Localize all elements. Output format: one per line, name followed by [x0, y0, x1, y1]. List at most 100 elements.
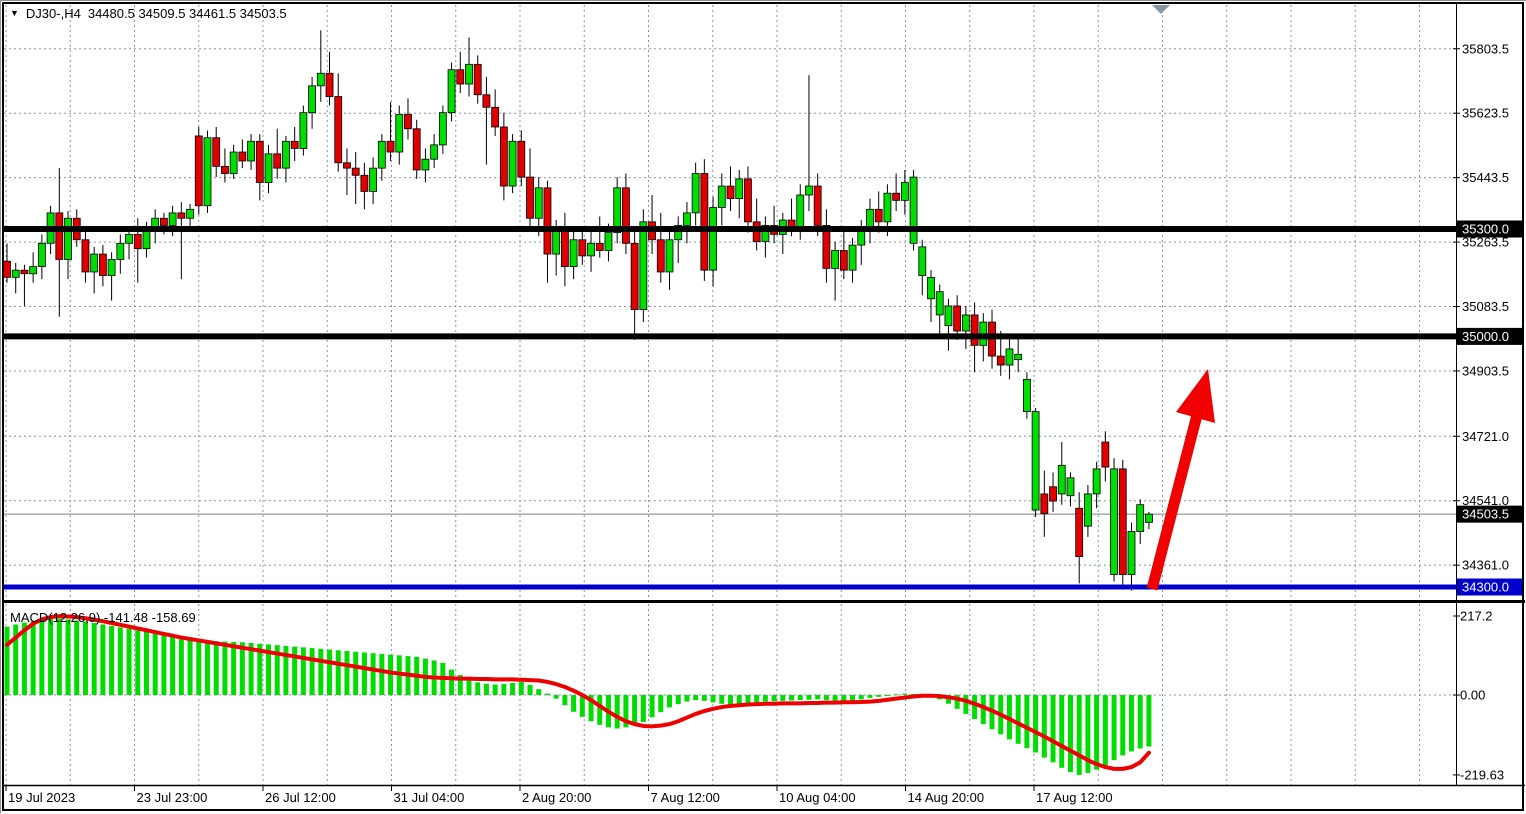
candle-bull — [11, 269, 20, 278]
macd-histogram-bar — [1111, 695, 1117, 761]
candle-bull — [900, 182, 909, 201]
candle-bear — [212, 137, 221, 167]
macd-histogram-bar — [780, 695, 786, 701]
candle-bear — [55, 212, 64, 260]
candle-bull — [447, 69, 456, 114]
price-tag — [1457, 505, 1523, 523]
candle-bull — [90, 253, 99, 273]
price-tag-label: 35300.0 — [1462, 222, 1509, 237]
time-tick-label: 26 Jul 12:00 — [265, 790, 336, 805]
candle-bear — [813, 185, 822, 226]
candle-bull — [717, 185, 726, 208]
candle-bear — [473, 63, 482, 96]
macd-histogram-bar — [161, 634, 167, 696]
macd-histogram-bar — [39, 619, 45, 696]
macd-histogram-bar — [745, 695, 751, 704]
time-tick-label: 23 Jul 23:00 — [137, 790, 208, 805]
candle-bull — [1110, 468, 1118, 575]
candle-bull — [935, 291, 944, 316]
time-tick-label: 31 Jul 04:00 — [394, 790, 465, 805]
candle-bull — [831, 250, 840, 269]
candle-bull — [308, 85, 316, 114]
candle-bear — [491, 106, 500, 128]
candle-bear — [970, 314, 979, 346]
candle-bull — [796, 194, 805, 228]
candle-bear — [255, 140, 264, 183]
macd-histogram-bar — [1050, 695, 1056, 763]
price-tag — [1457, 327, 1523, 345]
time-tick-label: 17 Aug 12:00 — [1036, 790, 1113, 805]
macd-histogram-bar — [483, 683, 489, 696]
chart-shift-marker-icon[interactable] — [1152, 5, 1170, 14]
candle-bear — [343, 162, 351, 169]
candle-bear — [20, 269, 29, 275]
macd-histogram-bar — [65, 619, 71, 696]
candle-bull — [674, 225, 683, 241]
macd-histogram-bar — [579, 695, 585, 717]
chart-dropdown-icon[interactable]: ▼ — [10, 8, 19, 18]
macd-histogram-bar — [649, 695, 655, 718]
candle-bear — [360, 174, 369, 192]
macd-histogram-bar — [945, 695, 951, 704]
candle-bear — [221, 165, 229, 174]
macd-histogram-bar — [204, 640, 210, 696]
macd-histogram-bar — [1024, 695, 1030, 749]
macd-histogram-bar — [361, 652, 367, 696]
macd-histogram-bar — [1076, 695, 1082, 775]
macd-axis: 217.2 0.00 -219.63 — [1453, 609, 1504, 782]
candle-bull — [430, 144, 439, 160]
macd-histogram-bar — [117, 627, 123, 696]
candle-bear — [1040, 493, 1049, 515]
macd-histogram-bar — [492, 684, 498, 696]
candle-bull — [1031, 411, 1040, 511]
candle-bull — [639, 221, 648, 310]
price-tick-label: 35623.5 — [1462, 106, 1509, 121]
macd-histogram-bar — [196, 639, 202, 696]
candle-bull — [961, 314, 970, 332]
macd-histogram-bar — [318, 648, 324, 696]
macd-histogram-bar — [170, 636, 176, 696]
candle-bull — [848, 244, 857, 271]
candle-bull — [438, 112, 447, 146]
candle-bear — [177, 212, 186, 219]
macd-histogram-bar — [588, 695, 594, 722]
candle-bull — [613, 187, 622, 233]
candle-bull — [465, 63, 473, 85]
macd-histogram-bar — [675, 695, 681, 705]
time-tick-label: 10 Aug 04:00 — [779, 790, 856, 805]
candle-bear — [1049, 486, 1057, 502]
macd-histogram-bar — [309, 648, 315, 696]
macd-histogram-bar — [178, 637, 184, 696]
candle-bull — [186, 208, 194, 219]
candle-bull — [569, 239, 578, 267]
trend-arrow[interactable] — [1146, 369, 1215, 591]
candle-bear — [839, 250, 848, 271]
price-tick-label: 34361.0 — [1462, 558, 1509, 573]
macd-histogram-bar — [1015, 695, 1021, 744]
macd-histogram-bar — [152, 633, 158, 696]
candle-bull — [735, 178, 744, 199]
candle-bull — [761, 225, 770, 242]
macd-histogram-bar — [980, 695, 986, 725]
macd-histogram-bar — [457, 675, 463, 696]
price-tick-label: 35803.5 — [1462, 41, 1509, 56]
macd-histogram-bar — [449, 669, 455, 696]
macd-histogram-bar — [632, 695, 638, 726]
candle-bear — [404, 114, 412, 130]
candle-bear — [656, 239, 665, 273]
candle-bear — [160, 217, 168, 226]
candle-bull — [421, 158, 430, 171]
candle-bull — [247, 140, 255, 162]
candle-bear — [325, 72, 334, 97]
candle-bull — [918, 246, 927, 276]
macd-histogram-bar — [701, 695, 707, 701]
candle-bull — [1014, 353, 1023, 361]
candle-bear — [622, 187, 630, 244]
candle-bear — [560, 230, 569, 267]
macd-histogram-bar — [4, 626, 10, 696]
candle-bull — [709, 207, 717, 271]
macd-histogram-bar — [954, 695, 960, 709]
macd-histogram-bar — [213, 641, 219, 696]
candle-bear — [874, 208, 883, 223]
